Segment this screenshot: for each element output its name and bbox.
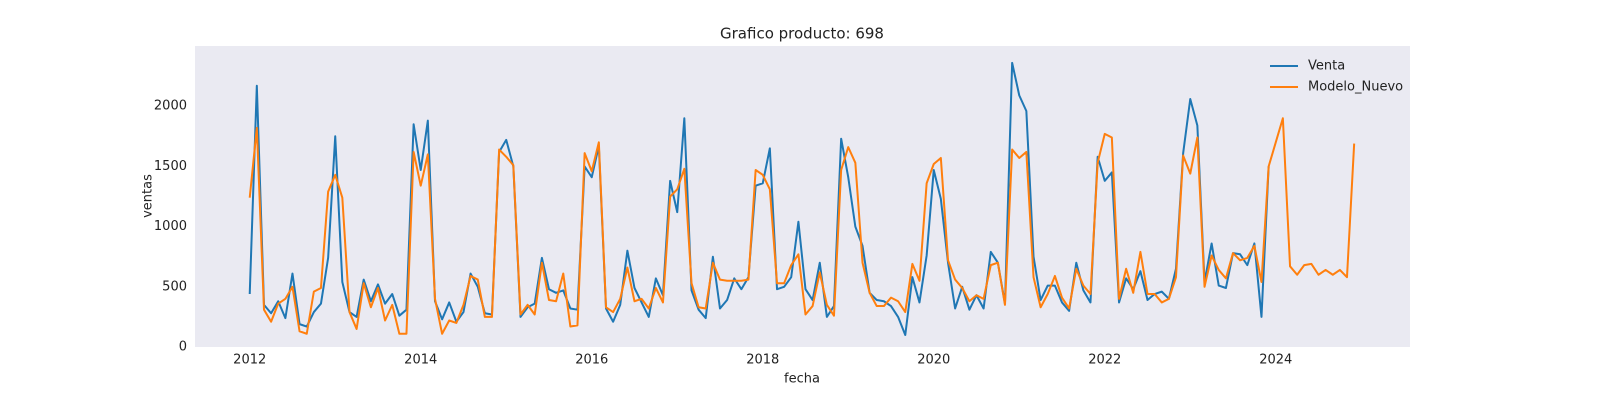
x-axis-label: fecha xyxy=(784,372,820,387)
y-tick-label: 0 xyxy=(179,340,187,355)
data-line xyxy=(248,117,1356,335)
x-tick-label: 2012 xyxy=(233,353,266,368)
legend-label: Venta xyxy=(1308,59,1345,74)
plot-area xyxy=(195,46,1410,347)
x-tick-label: 2016 xyxy=(575,353,608,368)
x-tick-label: 2022 xyxy=(1088,353,1121,368)
y-tick-label: 1500 xyxy=(154,159,187,174)
x-tick-label: 2014 xyxy=(404,353,437,368)
y-tick-label: 1000 xyxy=(154,219,187,234)
y-axis-label: ventas xyxy=(141,174,156,218)
chart-title: Grafico producto: 698 xyxy=(720,25,884,43)
y-tick-label: 500 xyxy=(162,279,187,294)
x-tick-label: 2018 xyxy=(746,353,779,368)
y-tick-label: 2000 xyxy=(154,99,187,114)
x-tick-label: 2024 xyxy=(1259,353,1292,368)
legend-label: Modelo_Nuevo xyxy=(1308,80,1403,95)
x-tick-label: 2020 xyxy=(917,353,950,368)
